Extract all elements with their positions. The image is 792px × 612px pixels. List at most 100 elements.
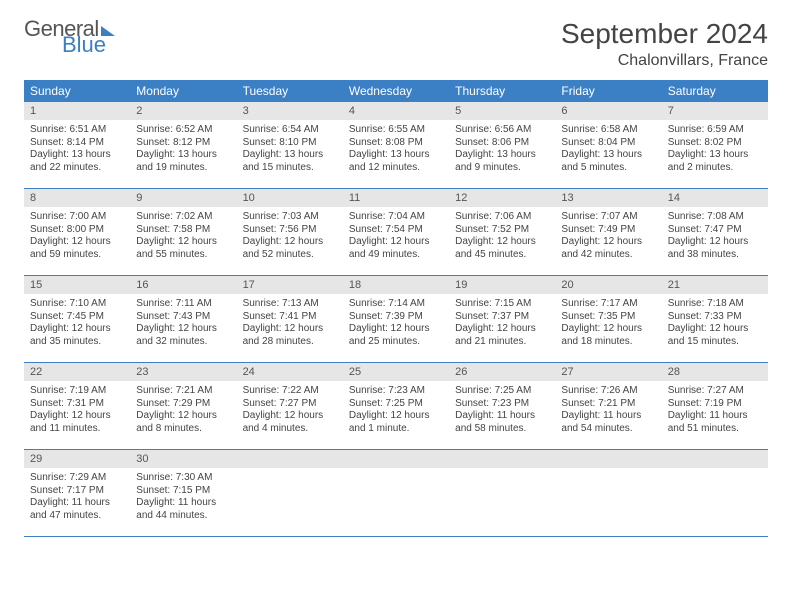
day-cell-line: and 9 minutes. (455, 162, 549, 175)
day-cell-line: Sunrise: 7:27 AM (668, 385, 762, 398)
day-cell-line: Sunset: 7:31 PM (30, 398, 124, 411)
day-cell-line: Sunrise: 7:21 AM (136, 385, 230, 398)
day-number: 2 (130, 102, 236, 120)
day-cell-line: and 28 minutes. (243, 336, 337, 349)
day-cell-line: Sunrise: 7:29 AM (30, 472, 124, 485)
day-cell: Sunrise: 7:29 AMSunset: 7:17 PMDaylight:… (24, 468, 130, 536)
day-cell-line: Sunrise: 7:06 AM (455, 211, 549, 224)
day-cell-line: Sunset: 7:47 PM (668, 224, 762, 237)
day-cell-line: Sunrise: 7:25 AM (455, 385, 549, 398)
day-cell-line: Sunset: 7:17 PM (30, 485, 124, 498)
day-cell-line: and 52 minutes. (243, 249, 337, 262)
day-cell: Sunrise: 7:17 AMSunset: 7:35 PMDaylight:… (555, 294, 661, 362)
day-cell-line: Sunrise: 7:30 AM (136, 472, 230, 485)
day-cell-line: Daylight: 12 hours (30, 236, 124, 249)
day-cell-line: Sunset: 7:19 PM (668, 398, 762, 411)
day-cell-line: Sunset: 8:10 PM (243, 137, 337, 150)
day-cell: Sunrise: 7:06 AMSunset: 7:52 PMDaylight:… (449, 207, 555, 275)
day-number: 6 (555, 102, 661, 120)
day-number: 19 (449, 276, 555, 294)
week-row: Sunrise: 7:10 AMSunset: 7:45 PMDaylight:… (24, 294, 768, 363)
day-cell-line: and 38 minutes. (668, 249, 762, 262)
day-cell-line: Sunset: 7:54 PM (349, 224, 443, 237)
day-cell-line: Sunset: 7:58 PM (136, 224, 230, 237)
day-number: 4 (343, 102, 449, 120)
day-cell-line: Daylight: 12 hours (136, 236, 230, 249)
day-cell-line: Sunrise: 6:55 AM (349, 124, 443, 137)
day-cell-line: Daylight: 12 hours (30, 323, 124, 336)
day-cell-line: Daylight: 12 hours (561, 323, 655, 336)
day-cell-line: Daylight: 12 hours (668, 236, 762, 249)
day-cell-line: Sunrise: 7:07 AM (561, 211, 655, 224)
day-cell-line: Sunrise: 7:08 AM (668, 211, 762, 224)
day-cell-line: Sunset: 7:27 PM (243, 398, 337, 411)
day-cell-line: Sunset: 7:49 PM (561, 224, 655, 237)
day-cell (237, 468, 343, 536)
day-number: 16 (130, 276, 236, 294)
calendar: Sunday Monday Tuesday Wednesday Thursday… (24, 80, 768, 537)
day-cell-line: and 1 minute. (349, 423, 443, 436)
day-cell (662, 468, 768, 536)
day-number (237, 450, 343, 468)
weekday-header: Tuesday (237, 80, 343, 102)
day-cell: Sunrise: 7:25 AMSunset: 7:23 PMDaylight:… (449, 381, 555, 449)
day-cell: Sunrise: 7:14 AMSunset: 7:39 PMDaylight:… (343, 294, 449, 362)
day-cell-line: Daylight: 12 hours (243, 323, 337, 336)
day-cell-line: and 11 minutes. (30, 423, 124, 436)
day-number: 15 (24, 276, 130, 294)
day-cell-line: Sunset: 7:15 PM (136, 485, 230, 498)
day-cell-line: Sunset: 7:29 PM (136, 398, 230, 411)
day-cell-line: and 4 minutes. (243, 423, 337, 436)
day-cell: Sunrise: 7:30 AMSunset: 7:15 PMDaylight:… (130, 468, 236, 536)
day-number: 27 (555, 363, 661, 381)
day-cell: Sunrise: 6:52 AMSunset: 8:12 PMDaylight:… (130, 120, 236, 188)
day-cell: Sunrise: 7:13 AMSunset: 7:41 PMDaylight:… (237, 294, 343, 362)
day-cell-line: Sunrise: 7:22 AM (243, 385, 337, 398)
day-cell-line: and 15 minutes. (668, 336, 762, 349)
day-cell-line: Daylight: 13 hours (349, 149, 443, 162)
weekday-header: Friday (555, 80, 661, 102)
day-cell-line: Sunset: 8:14 PM (30, 137, 124, 150)
day-cell-line: Sunset: 7:41 PM (243, 311, 337, 324)
day-cell-line: and 25 minutes. (349, 336, 443, 349)
day-cell-line: and 22 minutes. (30, 162, 124, 175)
day-cell-line: and 49 minutes. (349, 249, 443, 262)
day-cell-line: and 21 minutes. (455, 336, 549, 349)
day-cell-line: Sunrise: 7:04 AM (349, 211, 443, 224)
weekday-header: Thursday (449, 80, 555, 102)
day-number: 5 (449, 102, 555, 120)
day-number: 25 (343, 363, 449, 381)
day-number-row: 891011121314 (24, 189, 768, 207)
day-cell-line: and 18 minutes. (561, 336, 655, 349)
day-cell-line: Sunrise: 6:58 AM (561, 124, 655, 137)
day-cell-line: Sunrise: 6:59 AM (668, 124, 762, 137)
day-cell-line: Sunset: 7:37 PM (455, 311, 549, 324)
day-cell: Sunrise: 6:58 AMSunset: 8:04 PMDaylight:… (555, 120, 661, 188)
day-cell-line: and 15 minutes. (243, 162, 337, 175)
day-cell-line: Sunset: 7:21 PM (561, 398, 655, 411)
day-cell-line: and 5 minutes. (561, 162, 655, 175)
day-cell: Sunrise: 7:02 AMSunset: 7:58 PMDaylight:… (130, 207, 236, 275)
day-cell-line: and 58 minutes. (455, 423, 549, 436)
day-number: 9 (130, 189, 236, 207)
day-cell-line: Sunrise: 7:11 AM (136, 298, 230, 311)
day-cell-line: Daylight: 13 hours (561, 149, 655, 162)
day-number: 20 (555, 276, 661, 294)
day-cell-line: Sunrise: 7:00 AM (30, 211, 124, 224)
day-number: 18 (343, 276, 449, 294)
day-cell: Sunrise: 7:19 AMSunset: 7:31 PMDaylight:… (24, 381, 130, 449)
day-cell-line: Sunset: 7:43 PM (136, 311, 230, 324)
day-cell-line: Daylight: 12 hours (455, 323, 549, 336)
weekday-header: Monday (130, 80, 236, 102)
day-cell-line: Sunrise: 6:56 AM (455, 124, 549, 137)
logo: General Blue (24, 18, 115, 56)
day-number-row: 2930 (24, 450, 768, 468)
day-cell-line: Daylight: 11 hours (455, 410, 549, 423)
day-number: 13 (555, 189, 661, 207)
day-cell-line: Daylight: 13 hours (668, 149, 762, 162)
day-cell: Sunrise: 7:23 AMSunset: 7:25 PMDaylight:… (343, 381, 449, 449)
day-number: 30 (130, 450, 236, 468)
day-cell-line: Sunrise: 6:54 AM (243, 124, 337, 137)
location: Chalonvillars, France (561, 52, 768, 70)
day-cell: Sunrise: 6:51 AMSunset: 8:14 PMDaylight:… (24, 120, 130, 188)
